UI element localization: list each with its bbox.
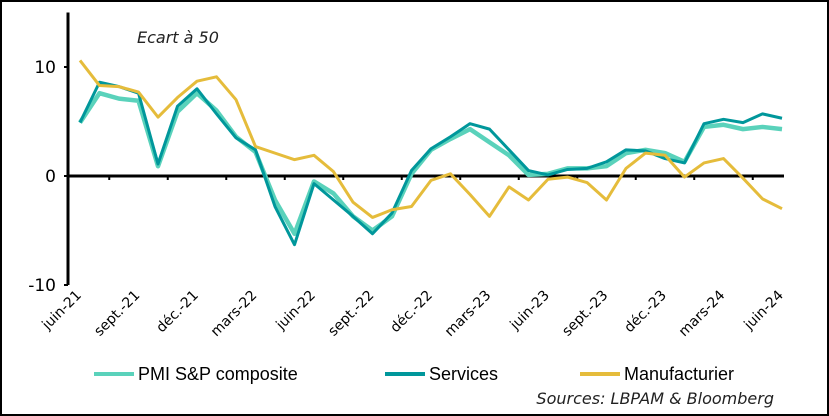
series-line-pmi-s-p-composite bbox=[78, 90, 783, 237]
x-tick-label: mars-23 bbox=[442, 288, 494, 340]
x-tick-label: sept.-21 bbox=[91, 288, 143, 340]
x-tick-label: juin-24 bbox=[741, 287, 787, 333]
y-tick-label: 10 bbox=[34, 58, 56, 78]
legend-label: Manufacturier bbox=[624, 364, 734, 384]
x-tick-label: juin-23 bbox=[507, 288, 553, 334]
x-tick-label: déc.-22 bbox=[387, 288, 435, 336]
series-line-manufacturier bbox=[78, 59, 783, 219]
x-tick-label: mars-22 bbox=[208, 288, 260, 340]
legend-label: PMI S&P composite bbox=[138, 364, 298, 384]
annotation-ecart: Ecart à 50 bbox=[137, 28, 219, 47]
x-tick-label: sept.-23 bbox=[559, 288, 611, 340]
source-note: Sources: LBPAM & Bloomberg bbox=[536, 389, 774, 408]
y-tick-label: 0 bbox=[45, 167, 56, 187]
x-tick-label: juin-22 bbox=[273, 288, 319, 334]
legend-label: Services bbox=[429, 364, 498, 384]
x-tick-label: sept.-22 bbox=[325, 288, 377, 340]
x-tick-label: déc.-21 bbox=[153, 288, 201, 336]
x-tick-label: déc.-23 bbox=[621, 288, 669, 336]
y-tick-label: -10 bbox=[28, 276, 56, 296]
series-line-services bbox=[78, 80, 783, 247]
x-tick-label: mars-24 bbox=[676, 287, 728, 339]
